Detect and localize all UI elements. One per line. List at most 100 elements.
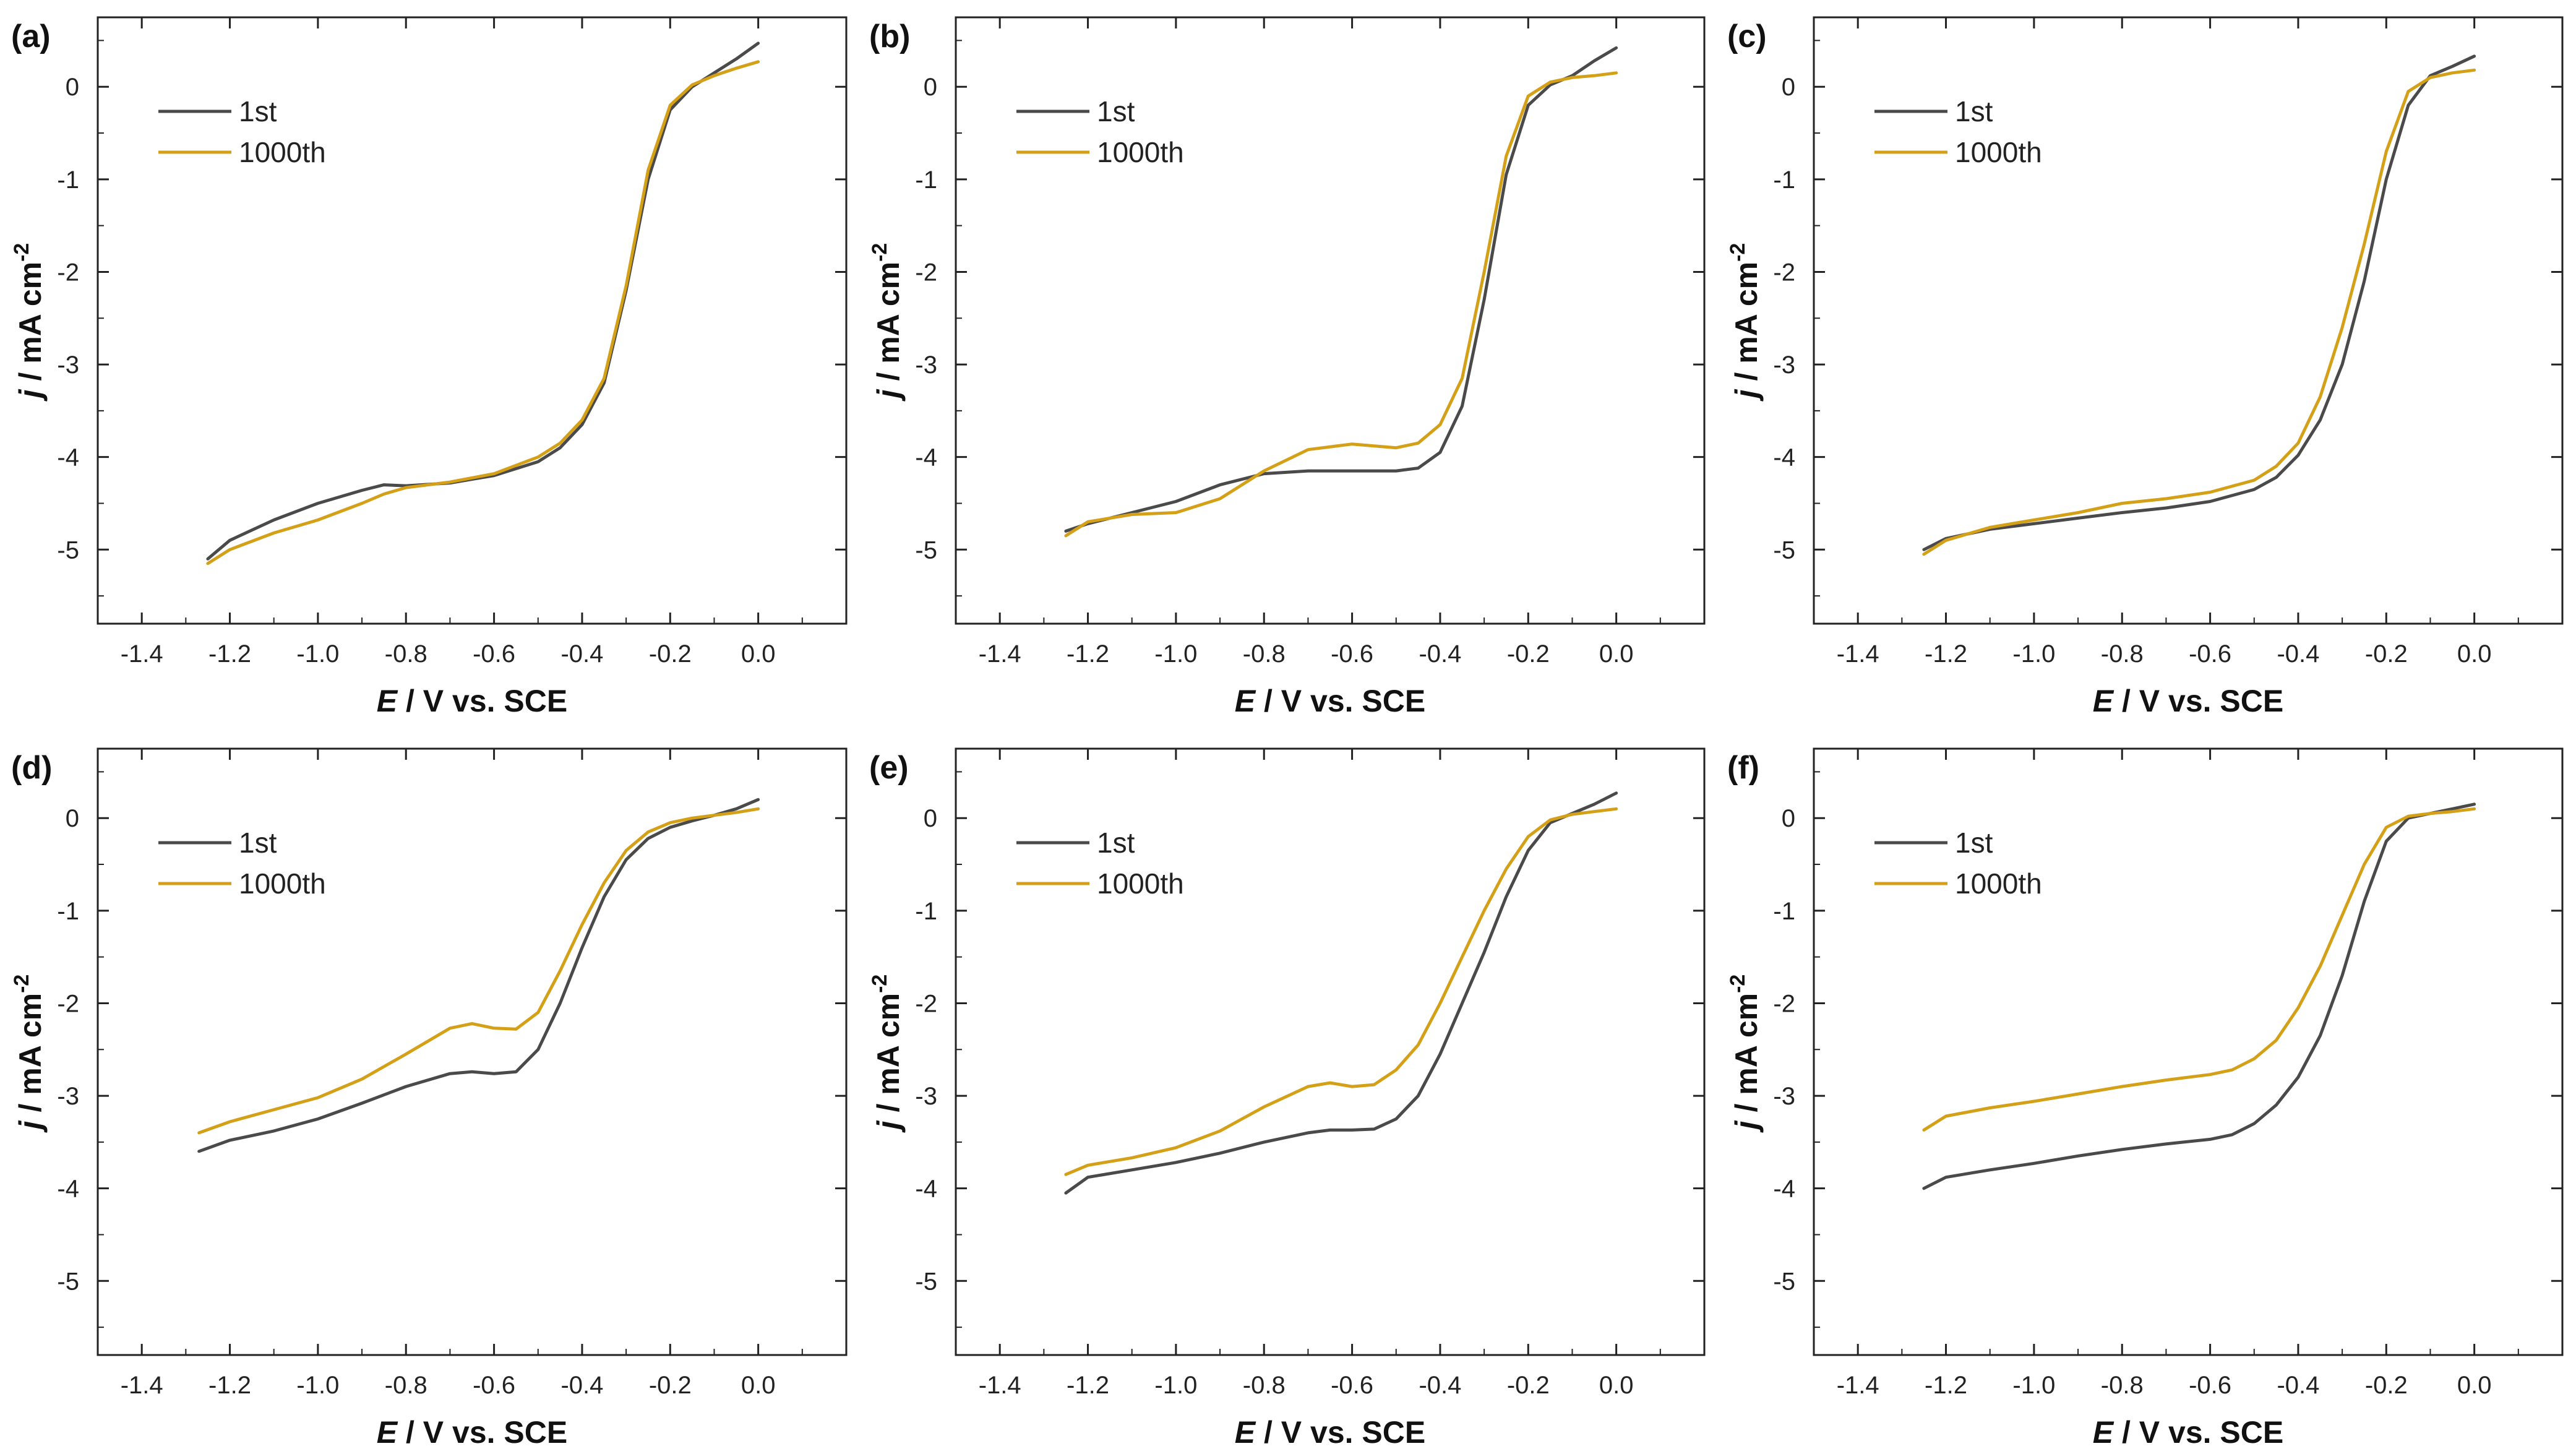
x-tick-label: -0.8 (2101, 1372, 2144, 1399)
y-tick-label: -3 (1773, 351, 1795, 379)
legend-label: 1000th (239, 136, 326, 168)
y-tick-label: -1 (915, 898, 937, 925)
x-tick-label: -0.8 (385, 1372, 427, 1399)
x-tick-label: -0.4 (560, 1372, 603, 1399)
y-tick-label: -3 (57, 1083, 79, 1110)
panel-label: (d) (11, 750, 52, 786)
panel-label: (e) (869, 750, 909, 786)
y-tick-label: 0 (924, 74, 937, 101)
x-axis-title-symbol: E (2093, 684, 2114, 718)
x-tick-label: 0.0 (1599, 1372, 1634, 1399)
x-tick-label: -1.2 (1925, 640, 1967, 668)
x-tick-label: -0.4 (2277, 640, 2319, 668)
y-tick-label: -5 (57, 536, 79, 564)
y-tick-label: -4 (57, 1176, 79, 1203)
x-tick-label: 0.0 (2457, 1372, 2492, 1399)
plot-frame (955, 747, 1706, 1356)
y-axis-title: j / mA cm-2 (868, 974, 906, 1134)
y-tick-label: -4 (915, 1176, 937, 1203)
legend-label: 1st (239, 95, 277, 127)
x-tick-label: -1.4 (121, 640, 163, 668)
y-tick-label: -1 (1773, 898, 1795, 925)
y-tick-label: -1 (1773, 166, 1795, 194)
x-tick-label: -0.4 (1419, 1372, 1461, 1399)
x-axis-title: E / V vs. SCE (377, 1415, 567, 1450)
y-tick-label: 0 (66, 805, 79, 832)
x-tick-label: -1.4 (1837, 640, 1879, 668)
x-tick-label: -1.2 (1925, 1372, 1967, 1399)
x-axis-title: E / V vs. SCE (1235, 1415, 1425, 1450)
x-tick-label: -0.6 (473, 640, 515, 668)
y-axis-title-symbol: j (1729, 1120, 1764, 1133)
y-tick-label: 0 (66, 74, 79, 101)
x-tick-label: -1.4 (979, 640, 1021, 668)
x-axis-title-symbol: E (1235, 684, 1256, 718)
x-axis-title-symbol: E (1235, 1415, 1256, 1450)
y-tick-label: -2 (57, 259, 79, 286)
y-tick-label: -2 (1773, 259, 1795, 286)
legend-label: 1st (1097, 827, 1135, 859)
x-tick-label: -0.4 (2277, 1372, 2319, 1399)
y-tick-label: -4 (57, 444, 79, 471)
x-axis-title: E / V vs. SCE (377, 684, 567, 718)
y-tick-label: -3 (1773, 1083, 1795, 1110)
x-tick-label: -0.6 (2189, 1372, 2231, 1399)
x-tick-label: -0.8 (1243, 640, 1286, 668)
x-tick-label: -0.2 (649, 1372, 692, 1399)
y-tick-label: -3 (57, 351, 79, 379)
x-tick-label: -1.0 (296, 640, 339, 668)
y-tick-label: -1 (57, 898, 79, 925)
x-tick-label: 0.0 (1599, 640, 1634, 668)
panel-label: (b) (869, 19, 910, 54)
legend-label: 1st (1097, 95, 1135, 127)
y-axis-title: j / mA cm-2 (10, 243, 48, 402)
x-tick-label: -0.6 (1331, 1372, 1373, 1399)
y-tick-label: -2 (57, 990, 79, 1017)
x-tick-label: -0.6 (473, 1372, 515, 1399)
y-tick-label: 0 (1782, 74, 1795, 101)
x-tick-label: -1.0 (2012, 1372, 2055, 1399)
x-tick-label: -1.0 (296, 1372, 339, 1399)
legend-label: 1st (239, 827, 277, 859)
x-axis-title: E / V vs. SCE (2093, 684, 2283, 718)
legend-label: 1000th (1097, 867, 1184, 900)
legend-label: 1000th (1097, 136, 1184, 168)
y-tick-label: -5 (915, 1268, 937, 1295)
y-tick-label: -3 (915, 1083, 937, 1110)
y-axis-title-symbol: j (871, 1120, 906, 1133)
series-line-1000th (1922, 68, 2476, 556)
x-tick-label: -0.6 (2189, 640, 2231, 668)
x-tick-label: -1.2 (208, 1372, 251, 1399)
x-axis-title-units: / V vs. SCE (2113, 1415, 2283, 1450)
y-axis-title-exponent: -2 (1726, 974, 1750, 993)
y-axis-title: j / mA cm-2 (1726, 243, 1764, 402)
y-axis-title-symbol: j (13, 389, 48, 402)
y-tick-label: -5 (57, 1268, 79, 1295)
y-axis-title-exponent: -2 (10, 974, 33, 993)
x-tick-label: 0.0 (2457, 640, 2492, 668)
plot-frame (1813, 16, 2564, 625)
panel-label: (c) (1727, 19, 1767, 54)
x-tick-label: -0.8 (385, 640, 427, 668)
chart-panel: -1.4 -1.2 -1.0 -0.8 -0.6 -0.4 -0.2 0.0 0 -1 -2 -3 -4… (1726, 747, 2564, 1450)
plot-frame (97, 747, 848, 1356)
y-tick-label: -2 (1773, 990, 1795, 1017)
y-tick-label: -4 (1773, 444, 1795, 471)
y-axis-title-exponent: -2 (10, 243, 33, 262)
y-axis-title-symbol: j (1729, 389, 1764, 402)
x-tick-label: -1.0 (1154, 1372, 1197, 1399)
x-tick-label: -1.0 (2012, 640, 2055, 668)
x-tick-label: -1.0 (1154, 640, 1197, 668)
series-line-1000th (206, 60, 760, 566)
y-tick-label: -4 (915, 444, 937, 471)
x-tick-label: -0.2 (2365, 1372, 2408, 1399)
x-tick-label: -1.2 (1067, 640, 1109, 668)
y-axis-title-exponent: -2 (1726, 243, 1750, 262)
chart-panel: -1.4 -1.2 -1.0 -0.8 -0.6 -0.4 -0.2 0.0 0 -1 -2 -3 -4… (1726, 16, 2564, 718)
x-axis-title-units: / V vs. SCE (2113, 684, 2283, 718)
y-axis-title-symbol: j (871, 389, 906, 402)
x-axis-title-units: / V vs. SCE (1255, 684, 1425, 718)
y-axis-title: j / mA cm-2 (10, 974, 48, 1134)
